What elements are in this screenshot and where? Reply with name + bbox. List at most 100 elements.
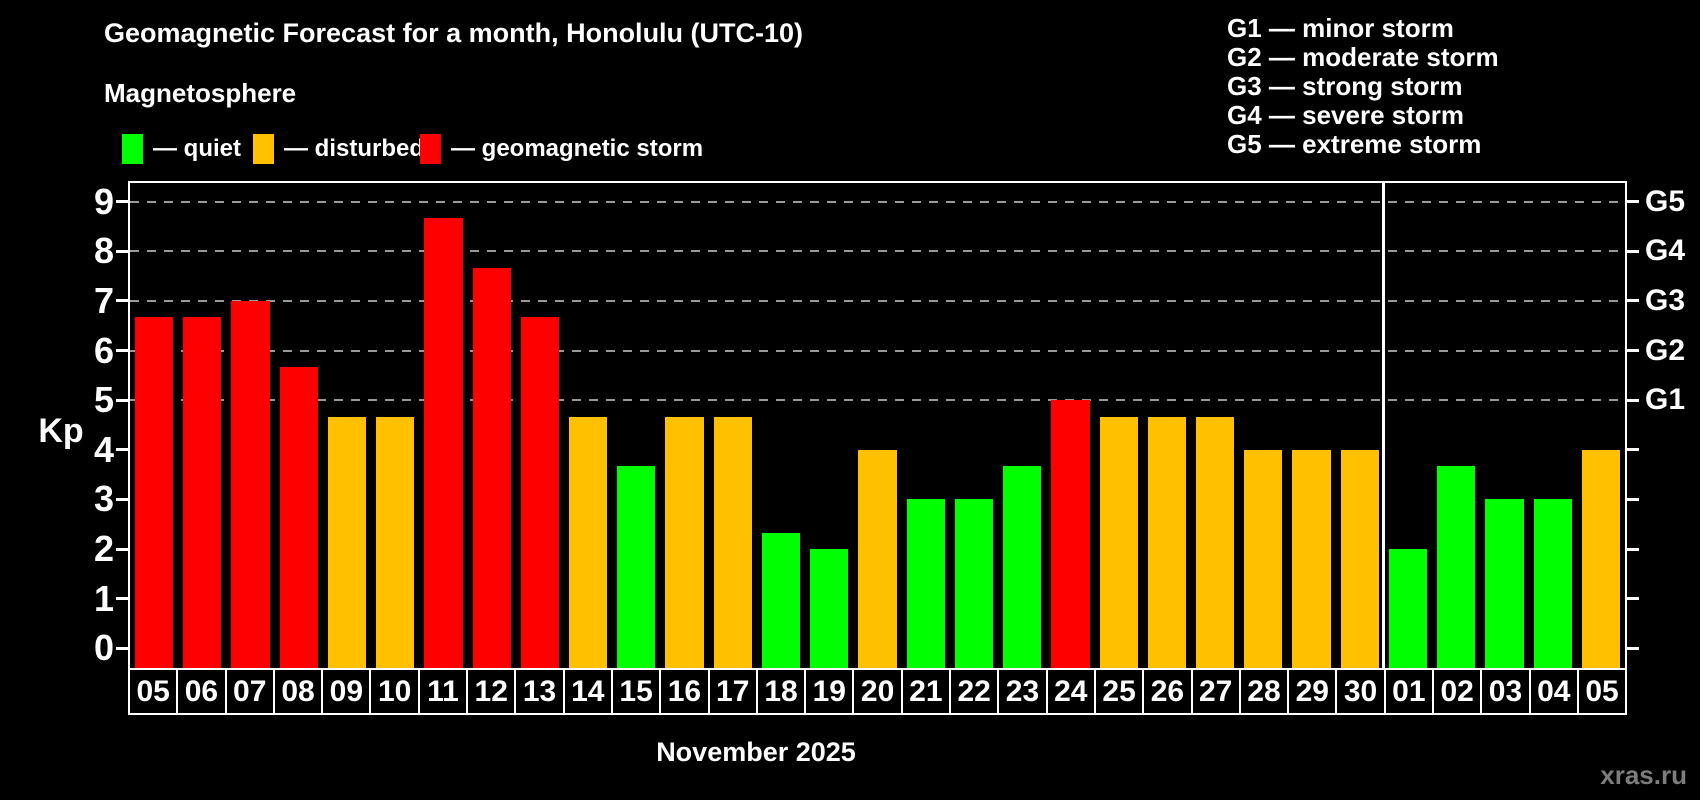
kp-bar-12	[472, 267, 511, 668]
date-cell: 16	[659, 668, 710, 715]
date-cell: 06	[176, 668, 227, 715]
date-cell: 12	[466, 668, 517, 715]
date-cell: 08	[272, 668, 324, 715]
y-axis-tick-left	[116, 200, 128, 204]
y-axis-tick-label: 8	[93, 230, 114, 272]
y-axis-tick-label: 3	[93, 478, 114, 520]
date-cell: 13	[514, 668, 565, 715]
y-axis-tick-label: 2	[93, 528, 114, 570]
g-scale-line: G4 — severe storm	[1227, 100, 1465, 130]
kp-bar-11	[424, 218, 463, 668]
date-cell: 05	[128, 668, 179, 715]
kp-bar-23	[1003, 466, 1042, 668]
legend-swatch-storm-icon	[420, 134, 441, 164]
date-cell: 05	[1576, 668, 1628, 715]
gridline-g2	[130, 349, 1625, 352]
y-axis-tick-left	[116, 547, 128, 551]
y-axis-tick-label: 6	[93, 329, 114, 371]
date-cell: 19	[804, 668, 855, 715]
kp-bar-28	[1244, 449, 1283, 668]
chart-subtitle: Magnetosphere	[104, 78, 297, 108]
kp-bar-09	[327, 416, 367, 668]
date-cell: 07	[224, 668, 275, 715]
y-axis-tick-left	[116, 249, 128, 253]
kp-bar-17	[713, 416, 752, 668]
kp-bar-03	[1485, 499, 1524, 668]
chart-title: Geomagnetic Forecast for a month, Honolu…	[104, 18, 804, 48]
gridline-g5	[130, 200, 1625, 203]
date-cell: 15	[610, 668, 662, 715]
date-cell: 20	[852, 668, 903, 715]
legend-swatch-quiet-icon	[122, 134, 143, 164]
y-axis-tick-label: 7	[93, 279, 114, 321]
date-cell: 26	[1142, 668, 1193, 715]
y-axis-tick-right	[1627, 646, 1639, 650]
date-cell: 02	[1432, 668, 1483, 715]
date-cell: 14	[562, 668, 613, 715]
plot-area	[128, 181, 1627, 670]
date-cell: 21	[900, 668, 952, 715]
watermark: xras.ru	[1600, 760, 1687, 790]
kp-bar-27	[1195, 416, 1235, 668]
y-axis-tick-right	[1627, 299, 1639, 303]
g-level-label-g4: G4	[1645, 234, 1686, 268]
y-axis-tick-right	[1627, 547, 1639, 551]
legend-item-label: — quiet	[153, 135, 241, 162]
kp-bar-24	[1051, 400, 1090, 668]
date-cell: 17	[707, 668, 758, 715]
kp-bar-29	[1292, 449, 1331, 668]
g-level-label-g3: G3	[1645, 283, 1686, 317]
g-level-label-g1: G1	[1645, 383, 1686, 417]
kp-bar-02	[1437, 466, 1476, 668]
kp-bar-05	[1581, 449, 1620, 668]
gridline-g1	[130, 399, 1625, 402]
date-cell: 18	[755, 668, 807, 715]
date-cell: 11	[417, 668, 469, 715]
legend-item-label: — disturbed	[284, 135, 425, 162]
y-axis-tick-left	[116, 299, 128, 303]
y-axis-tick-right	[1627, 497, 1639, 501]
y-axis-tick-right	[1627, 200, 1639, 204]
date-cell: 25	[1093, 668, 1145, 715]
y-axis-tick-right	[1627, 597, 1639, 601]
kp-bar-15	[617, 466, 656, 668]
gridline-g4	[130, 250, 1625, 253]
date-cell: 30	[1335, 668, 1386, 715]
y-axis-tick-right	[1627, 249, 1639, 253]
kp-bar-21	[906, 499, 945, 668]
g-level-label-g5: G5	[1645, 184, 1686, 218]
g-scale-line: G3 — strong storm	[1227, 71, 1463, 101]
date-cell: 22	[949, 668, 1000, 715]
kp-bar-05	[135, 317, 174, 668]
date-cell: 28	[1238, 668, 1290, 715]
y-axis-tick-label: 0	[93, 627, 114, 669]
g-scale-legend: G1 — minor storm G2 — moderate storm G3 — …	[1227, 14, 1499, 159]
g-scale-line: G5 — extreme storm	[1227, 129, 1482, 159]
kp-bar-08	[279, 366, 318, 668]
g-level-label-g2: G2	[1645, 333, 1686, 367]
kp-bar-01	[1388, 549, 1428, 668]
kp-bar-22	[954, 499, 994, 668]
kp-bar-26	[1147, 416, 1186, 668]
kp-bar-19	[810, 549, 849, 668]
y-axis-tick-label: 1	[93, 577, 114, 619]
kp-bar-25	[1099, 416, 1138, 668]
kp-bar-16	[665, 416, 704, 668]
legend-item-label: — geomagnetic storm	[451, 135, 704, 162]
g-scale-line: G2 — moderate storm	[1227, 42, 1499, 72]
kp-bar-20	[858, 449, 897, 668]
date-cell: 09	[321, 668, 372, 715]
gridline-g3	[130, 299, 1625, 302]
y-axis-tick-left	[116, 646, 128, 650]
y-axis-tick-label: 9	[93, 180, 114, 222]
date-cell: 03	[1480, 668, 1531, 715]
kp-bar-18	[761, 532, 801, 668]
kp-bar-30	[1340, 449, 1379, 668]
kp-bar-14	[569, 416, 608, 668]
kp-bar-04	[1533, 499, 1572, 668]
date-cell: 24	[1045, 668, 1096, 715]
kp-bar-13	[520, 317, 560, 668]
date-axis: 05 06 07 08 09 10 11 12 13 14 15 16 17 18 19 20 21 22 23 24…	[128, 668, 1628, 715]
y-axis-tick-right	[1627, 448, 1639, 452]
